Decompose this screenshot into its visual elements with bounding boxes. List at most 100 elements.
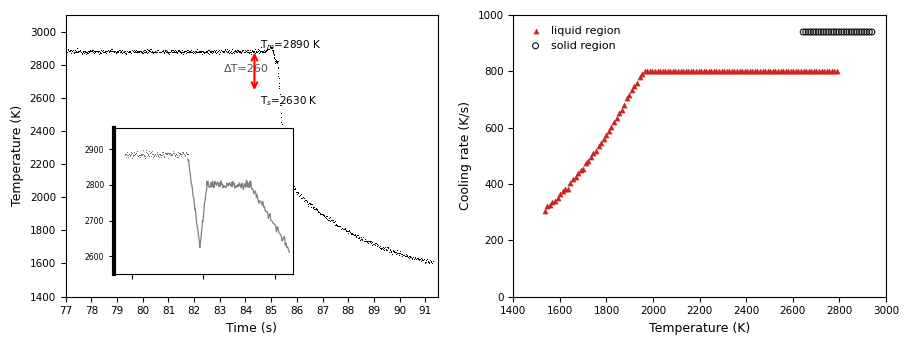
Point — [414, 259, 429, 264]
Point — [408, 256, 422, 262]
Point — [95, 49, 109, 54]
Point — [267, 56, 281, 61]
Point — [76, 49, 91, 55]
Point — [105, 50, 119, 55]
Point — [200, 51, 215, 56]
Point — [165, 50, 179, 56]
Point — [74, 51, 88, 56]
Point — [371, 244, 386, 249]
liquid region — [553, 191, 568, 197]
Point — [184, 51, 198, 56]
Point — [395, 253, 410, 258]
Point — [69, 49, 84, 55]
solid region — [798, 29, 813, 35]
Point — [394, 254, 409, 260]
liquid region — [735, 69, 750, 74]
solid region — [832, 29, 846, 35]
Point — [285, 184, 299, 190]
liquid region — [563, 181, 578, 186]
liquid region — [765, 69, 780, 74]
Point — [252, 51, 267, 57]
Point — [356, 236, 370, 241]
Point — [426, 260, 440, 265]
Point — [309, 208, 324, 213]
Point — [167, 48, 182, 54]
Point — [180, 48, 195, 54]
Point — [110, 50, 125, 56]
liquid region — [551, 195, 565, 200]
Point — [120, 49, 135, 54]
solid region — [819, 29, 834, 35]
Point — [414, 258, 429, 264]
Point — [193, 50, 207, 56]
Point — [398, 254, 412, 260]
Point — [270, 59, 285, 65]
Point — [384, 250, 399, 255]
X-axis label: Time (s): Time (s) — [227, 322, 278, 335]
Point — [394, 253, 409, 258]
Point — [240, 50, 255, 55]
Point — [100, 48, 115, 54]
Point — [340, 229, 355, 235]
Point — [405, 257, 420, 263]
Point — [400, 253, 415, 259]
Point — [133, 49, 147, 55]
Point — [312, 212, 327, 217]
Point — [93, 50, 107, 56]
Point — [358, 239, 372, 245]
Point — [188, 49, 203, 55]
Point — [71, 49, 86, 55]
Point — [148, 50, 163, 56]
Point — [425, 262, 440, 267]
Point — [107, 49, 122, 55]
Point — [82, 51, 96, 56]
Point — [403, 255, 418, 261]
Point — [305, 205, 319, 211]
Point — [408, 255, 422, 261]
Point — [89, 49, 104, 55]
Point — [96, 48, 110, 54]
Point — [146, 50, 160, 56]
Point — [315, 212, 329, 218]
Point — [332, 225, 347, 230]
Point — [131, 50, 146, 55]
Point — [407, 257, 421, 263]
liquid region — [568, 174, 582, 180]
Point — [105, 48, 119, 53]
Point — [298, 198, 313, 203]
Point — [400, 255, 415, 260]
Point — [420, 257, 434, 263]
Point — [265, 45, 279, 51]
Point — [62, 49, 76, 55]
Point — [277, 156, 291, 162]
Point — [190, 51, 205, 56]
Point — [71, 49, 86, 55]
Legend: liquid region, solid region: liquid region, solid region — [519, 21, 626, 56]
Point — [402, 256, 417, 262]
Point — [228, 48, 243, 54]
Point — [363, 239, 378, 244]
liquid region — [579, 160, 593, 166]
Point — [73, 48, 87, 54]
Point — [93, 51, 107, 56]
Point — [158, 48, 173, 54]
liquid region — [774, 69, 788, 74]
liquid region — [581, 158, 596, 164]
Point — [268, 61, 282, 67]
Point — [349, 235, 364, 240]
Point — [422, 262, 437, 267]
Point — [260, 47, 275, 53]
Point — [329, 222, 343, 227]
Point — [116, 49, 131, 55]
Point — [338, 227, 352, 232]
Point — [234, 51, 248, 56]
Point — [68, 50, 83, 56]
liquid region — [663, 69, 678, 74]
Point — [343, 232, 358, 237]
Point — [248, 49, 262, 55]
Point — [341, 229, 356, 235]
Point — [221, 49, 236, 55]
Point — [176, 50, 190, 56]
Point — [126, 49, 140, 55]
Point — [424, 259, 439, 265]
